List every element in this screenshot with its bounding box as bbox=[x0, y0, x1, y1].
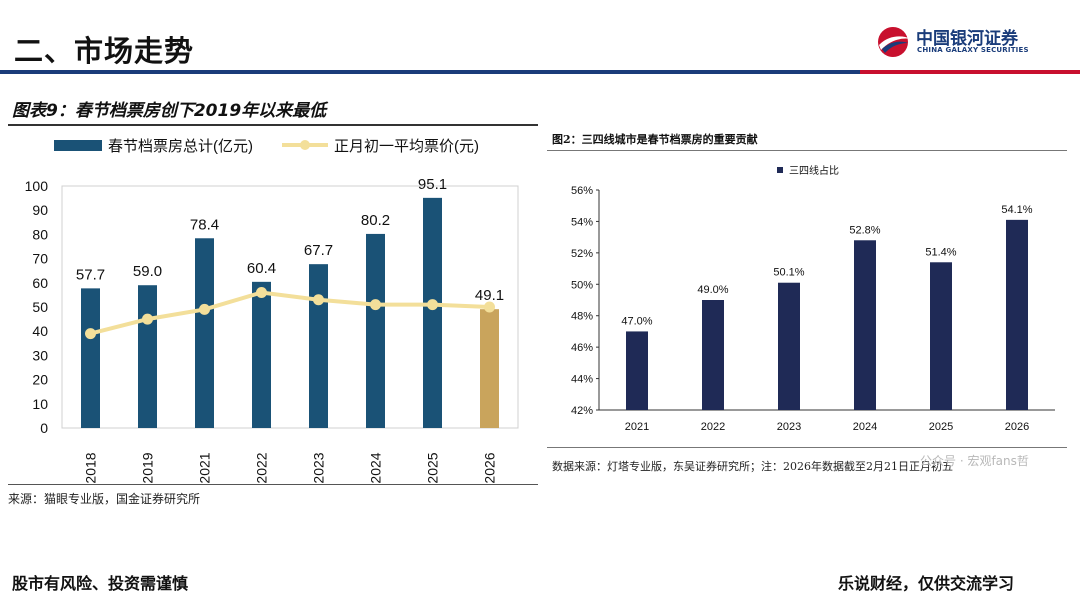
y-tick-label: 90 bbox=[32, 202, 48, 218]
y-tick-label: 56% bbox=[571, 185, 593, 197]
bar-value-label: 49.0% bbox=[697, 284, 728, 296]
bar-value-label: 57.7 bbox=[76, 266, 105, 283]
figure2-bottom-rule bbox=[547, 447, 1067, 448]
plot-border bbox=[61, 185, 519, 429]
bar-value-label: 78.4 bbox=[190, 216, 219, 233]
bar-value-label: 95.1 bbox=[418, 176, 447, 193]
bar-value-label: 60.4 bbox=[247, 260, 276, 277]
y-tick-label: 48% bbox=[571, 311, 593, 323]
avg-price-line bbox=[90, 290, 490, 336]
bar-value-label: 80.2 bbox=[361, 212, 390, 229]
galaxy-logo-icon bbox=[878, 27, 911, 57]
bar bbox=[309, 264, 328, 428]
x-tick-label: 2022 bbox=[701, 421, 725, 433]
bar-value-label: 54.1% bbox=[1001, 204, 1032, 216]
bar bbox=[480, 309, 499, 428]
y-tick-label: 54% bbox=[571, 216, 593, 228]
legend-label-bar: 春节档票房总计(亿元) bbox=[108, 138, 253, 155]
figure1-source: 来源：猫眼专业版，国金证券研究所 bbox=[8, 492, 201, 506]
bar bbox=[778, 282, 800, 410]
y-tick-label: 40 bbox=[32, 323, 48, 339]
line-point bbox=[370, 299, 381, 311]
y-tick-label: 52% bbox=[571, 248, 593, 260]
x-tick-label: 2019 bbox=[140, 452, 156, 483]
legend-swatch bbox=[777, 167, 783, 173]
legend-label: 三四线占比 bbox=[789, 164, 839, 177]
x-tick-label: 2022 bbox=[254, 452, 270, 483]
chart1: 春节档票房总计(亿元) 正月初一平均票价(元) 0 10 20 30 40 50 60 70 80 9… bbox=[25, 138, 519, 484]
y-tick-label: 50 bbox=[32, 299, 48, 315]
bar-value-label: 52.8% bbox=[849, 224, 880, 236]
bar-value-label: 47.0% bbox=[621, 315, 652, 327]
bar-value-label: 50.1% bbox=[773, 267, 804, 279]
logo-text-cn: 中国银河证券 bbox=[916, 29, 1018, 49]
bar bbox=[252, 281, 271, 428]
footer-disclaimer: 股市有风险、投资需谨慎 bbox=[12, 574, 189, 593]
y-tick-label: 20 bbox=[32, 372, 48, 388]
figure1-top-rule bbox=[8, 124, 538, 126]
y-tick-label: 10 bbox=[32, 396, 48, 412]
y-tick-label: 70 bbox=[32, 251, 48, 267]
x-tick-label: 2026 bbox=[1005, 421, 1029, 433]
legend-label-line: 正月初一平均票价(元) bbox=[334, 138, 479, 155]
x-tick-label: 2025 bbox=[929, 421, 953, 433]
y-tick-label: 42% bbox=[571, 405, 593, 417]
bar bbox=[854, 240, 876, 410]
x-tick-label: 2024 bbox=[853, 421, 877, 433]
x-tick-label: 2026 bbox=[482, 452, 498, 483]
line-point bbox=[313, 294, 324, 306]
legend-marker-line bbox=[300, 140, 310, 150]
y-tick-label: 80 bbox=[32, 226, 48, 242]
y-tick-label: 0 bbox=[40, 420, 48, 436]
bar bbox=[423, 197, 442, 428]
watermark: 公众号 · 宏观fans哲 bbox=[920, 454, 1029, 468]
x-tick-label: 2024 bbox=[368, 452, 384, 483]
footer-tagline: 乐说财经，仅供交流学习 bbox=[838, 574, 1015, 593]
bar bbox=[1006, 219, 1028, 410]
y-tick-label: 44% bbox=[571, 374, 593, 386]
bar bbox=[81, 288, 100, 428]
line-point bbox=[199, 303, 210, 315]
bar-value-label: 67.7 bbox=[304, 242, 333, 259]
bar-value-label: 59.0 bbox=[133, 263, 162, 280]
x-tick-label: 2025 bbox=[425, 452, 441, 483]
chart2: 三四线占比 42% 44% 46% 48% 50% 52% 54% 56% 47.0% 2021 49… bbox=[571, 164, 1055, 433]
bar bbox=[930, 262, 952, 410]
figure1-title: 图表9：春节档票房创下2019年以来最低 bbox=[12, 101, 327, 121]
logo-text-en: CHINA GALAXY SECURITIES bbox=[917, 46, 1029, 54]
page-title: 二、市场走势 bbox=[14, 34, 195, 68]
figure2-top-rule bbox=[547, 150, 1067, 151]
title-divider-accent bbox=[860, 70, 1080, 74]
line-point bbox=[484, 301, 495, 313]
bar-value-label: 49.1 bbox=[475, 287, 504, 304]
bar bbox=[626, 331, 648, 410]
y-tick-label: 46% bbox=[571, 342, 593, 354]
x-tick-label: 2023 bbox=[777, 421, 801, 433]
line-point bbox=[256, 286, 267, 298]
figure2-source: 数据来源：灯塔专业版，东吴证券研究所；注：2026年数据截至2月21日正月初五 bbox=[552, 460, 953, 473]
x-tick-label: 2018 bbox=[83, 452, 99, 483]
bar-value-label: 51.4% bbox=[925, 246, 956, 258]
title-divider bbox=[0, 70, 860, 74]
x-tick-label: 2021 bbox=[625, 421, 649, 433]
line-point bbox=[142, 313, 153, 325]
legend-swatch-bar bbox=[54, 140, 102, 151]
figure2-title: 图2：三四线城市是春节档票房的重要贡献 bbox=[552, 133, 758, 146]
figure1-bottom-rule bbox=[8, 484, 538, 485]
bar bbox=[366, 233, 385, 428]
y-tick-label: 100 bbox=[25, 178, 49, 194]
x-tick-label: 2023 bbox=[311, 452, 327, 483]
bar bbox=[138, 285, 157, 428]
line-point bbox=[427, 299, 438, 311]
x-tick-label: 2021 bbox=[197, 452, 213, 483]
bar bbox=[702, 300, 724, 410]
y-tick-label: 60 bbox=[32, 275, 48, 291]
line-point bbox=[85, 328, 96, 340]
bar bbox=[195, 238, 214, 428]
y-tick-label: 50% bbox=[571, 279, 593, 291]
y-tick-label: 30 bbox=[32, 347, 48, 363]
